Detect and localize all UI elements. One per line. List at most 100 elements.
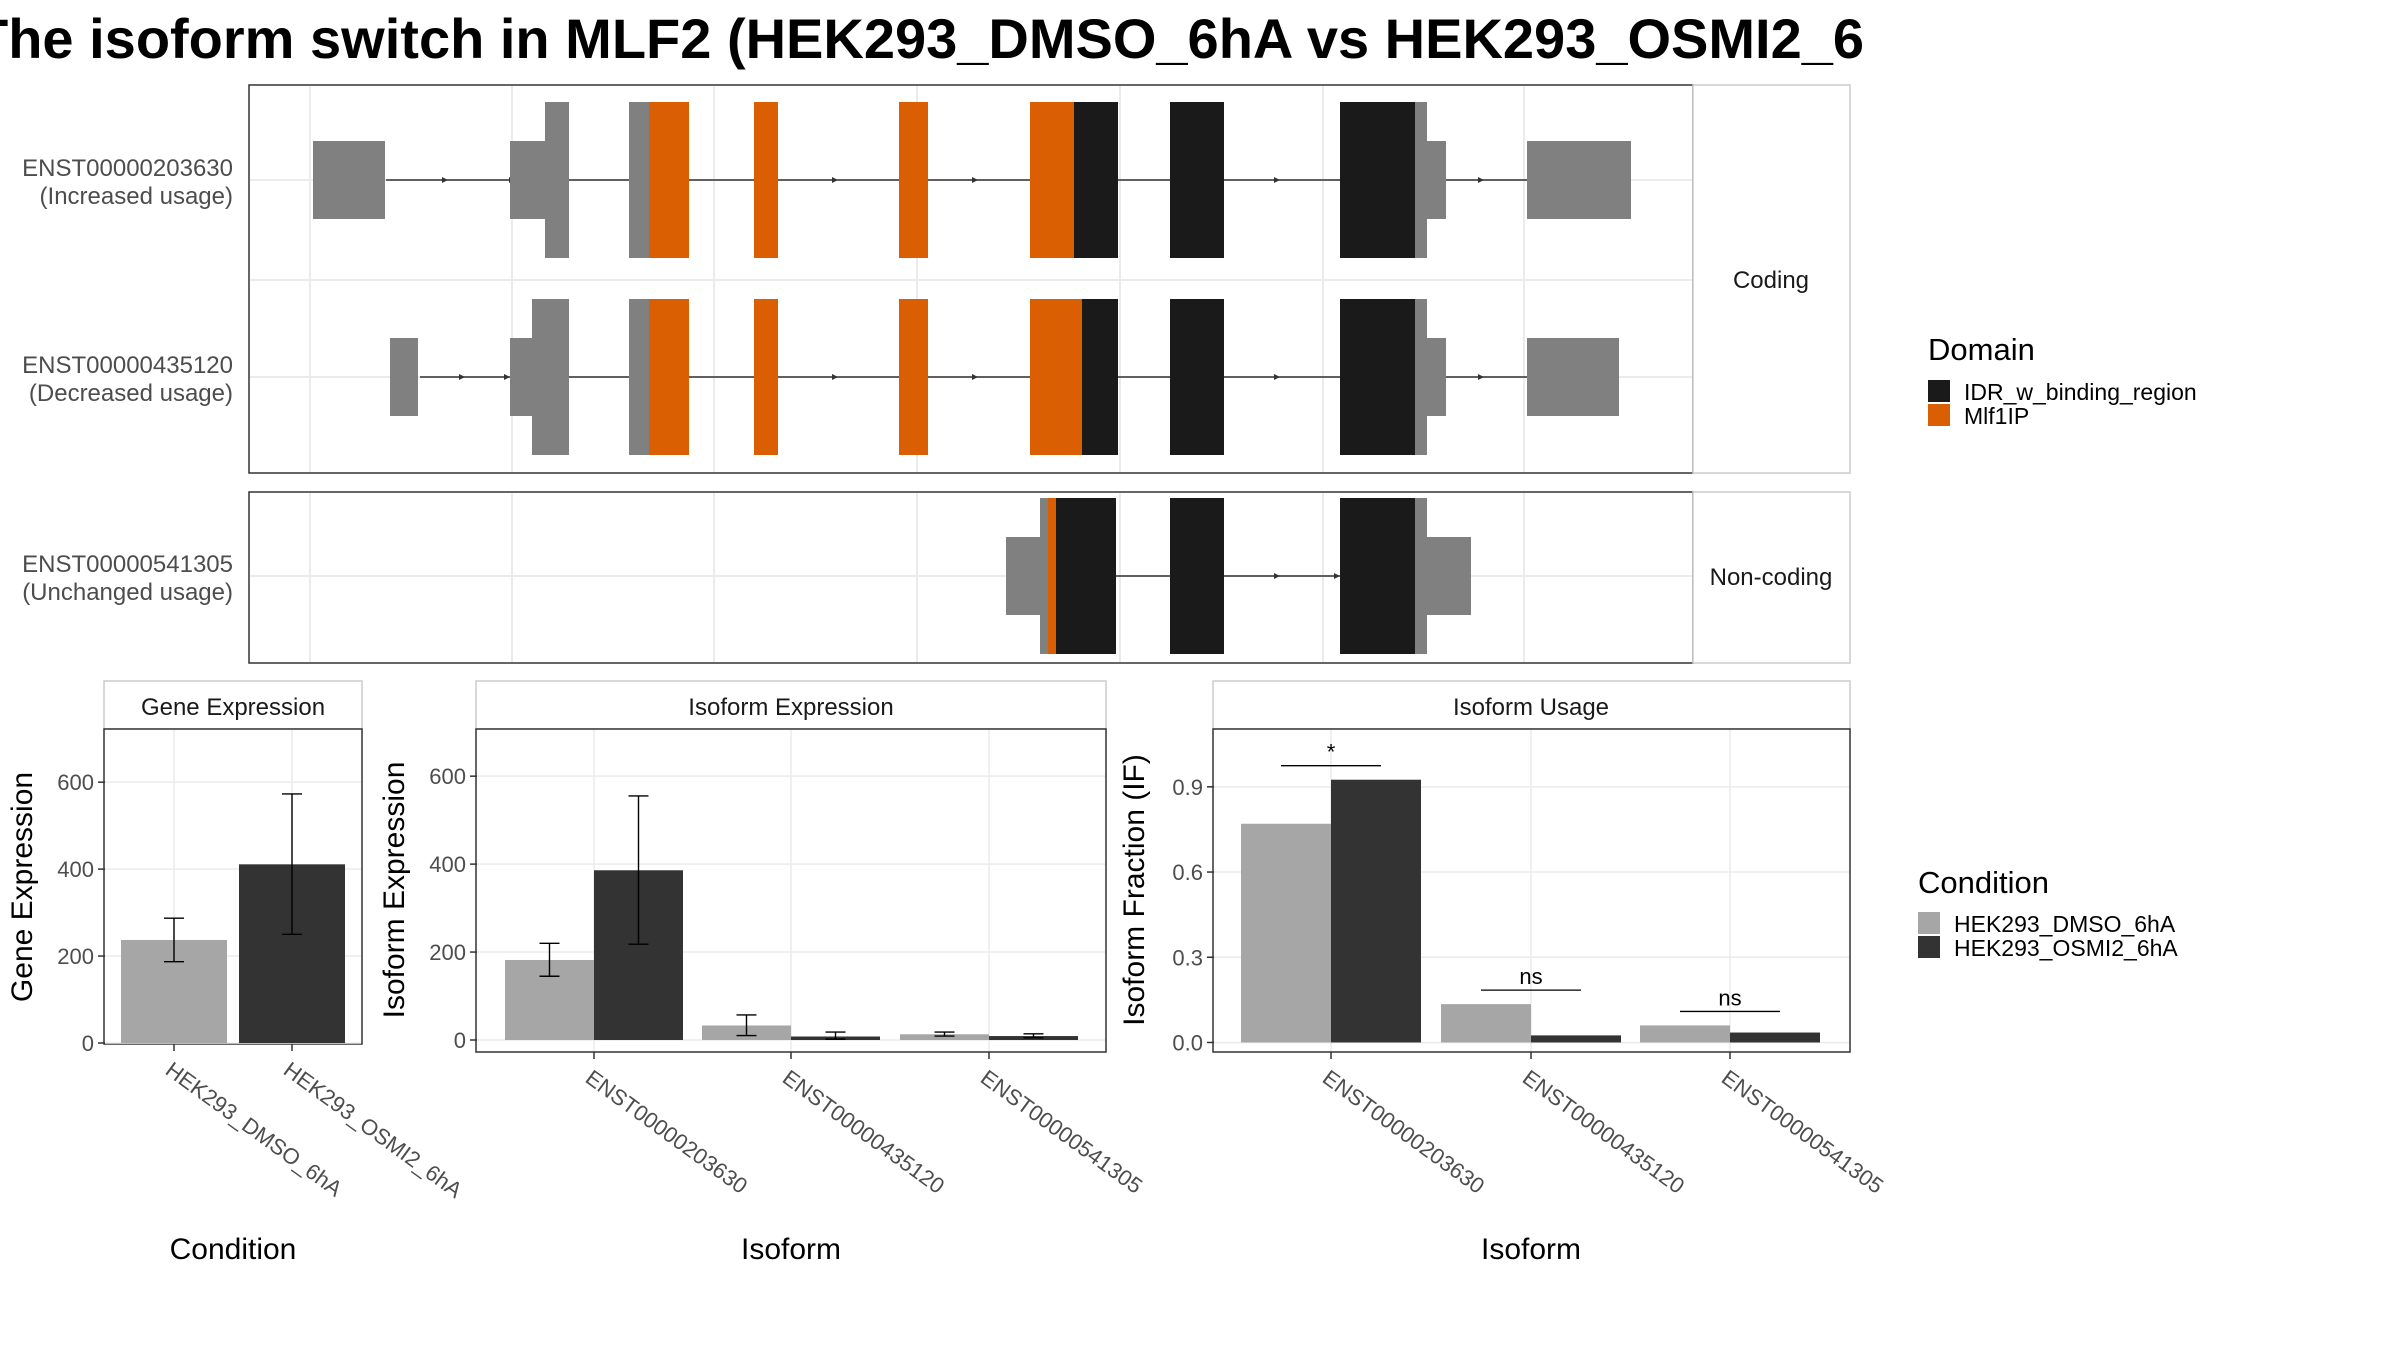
exon-cds xyxy=(1082,299,1118,455)
isoform-expression-ylabel: Isoform Expression xyxy=(378,762,411,1019)
transcript-structure-plot: Coding Non-coding ENST00000203630 (Incre… xyxy=(22,84,1851,664)
isoform-expression-xtick-label: ENST00000541305 xyxy=(976,1065,1147,1199)
gene-expression-ytick-label: 0 xyxy=(82,1031,94,1056)
isoform-usage-bar xyxy=(1730,1032,1820,1043)
isoform-expression-ytick-label: 600 xyxy=(429,764,466,789)
exon-cds xyxy=(754,102,778,258)
legend-label-dmso: HEK293_DMSO_6hA xyxy=(1954,911,2176,937)
exon-utr xyxy=(1006,537,1040,615)
transcript-note-1: (Increased usage) xyxy=(40,183,233,210)
exon-cds xyxy=(1030,102,1074,258)
transcript-label-1: ENST00000203630 xyxy=(22,155,233,182)
intron-arrow xyxy=(1478,177,1484,183)
isoform-expression-xlabel: Isoform xyxy=(741,1233,841,1266)
isoform-usage-ytick-label: 0.3 xyxy=(1172,945,1203,970)
intron-arrow xyxy=(832,374,838,380)
exon-cds xyxy=(1340,102,1415,258)
exon-utr xyxy=(313,141,385,219)
intron-arrow xyxy=(459,374,465,380)
intron-arrow xyxy=(1334,573,1340,579)
isoform-expression-plot: Isoform Expression 0 200 400 600 ENST0000020… xyxy=(378,680,1147,1266)
domain-legend: Domain IDR_w_binding_region Mlf1IP xyxy=(1928,332,2197,429)
isoform-expression-strip-label: Isoform Expression xyxy=(688,694,893,721)
exon-cds xyxy=(1170,498,1224,654)
exon-utr xyxy=(510,338,532,416)
isoform-usage-bar xyxy=(1331,779,1421,1043)
isoform-expression-ytick-label: 0 xyxy=(454,1028,466,1053)
isoform-expression-ytick-label: 400 xyxy=(429,852,466,877)
isoform-usage-strip xyxy=(1212,680,1851,730)
exon-cds xyxy=(1340,498,1415,654)
exon-cds xyxy=(1170,102,1224,258)
intron-arrow xyxy=(1478,374,1484,380)
exon-cds xyxy=(899,299,928,455)
transcript-note-3: (Unchanged usage) xyxy=(22,579,233,606)
exon-utr xyxy=(390,338,418,416)
exon-utr xyxy=(1427,338,1446,416)
isoform-usage-xtick-label: ENST00000541305 xyxy=(1717,1065,1888,1199)
condition-legend-title: Condition xyxy=(1918,865,2049,900)
transcript-label-3: ENST00000541305 xyxy=(22,551,233,578)
intron-arrow xyxy=(972,374,978,380)
isoform-usage-ylabel: Isoform Fraction (IF) xyxy=(1118,754,1151,1026)
significance-label: ns xyxy=(1718,985,1741,1010)
intron-arrow xyxy=(972,177,978,183)
exon-cds xyxy=(1415,498,1427,654)
exon-utr xyxy=(510,141,545,219)
transcript-note-2: (Decreased usage) xyxy=(29,380,233,407)
gene-expression-ylabel: Gene Expression xyxy=(6,772,39,1002)
exon-cds xyxy=(545,102,569,258)
exon-utr xyxy=(1427,537,1471,615)
facet-label-noncoding: Non-coding xyxy=(1710,564,1833,591)
exon-utr xyxy=(1527,141,1631,219)
legend-label-mlf1ip: Mlf1IP xyxy=(1964,403,2029,429)
domain-legend-title: Domain xyxy=(1928,332,2035,367)
exon-cds xyxy=(1048,498,1056,654)
noncoding-panel xyxy=(248,491,1694,664)
isoform-usage-xtick-label: ENST00000435120 xyxy=(1518,1065,1689,1199)
significance-label: * xyxy=(1327,740,1336,765)
exon-cds xyxy=(1040,498,1048,654)
gene-expression-ytick-label: 400 xyxy=(57,857,94,882)
exon-cds xyxy=(754,299,778,455)
exon-cds xyxy=(532,299,569,455)
gene-expression-ytick-label: 600 xyxy=(57,770,94,795)
intron-arrow xyxy=(504,374,510,380)
exon-cds xyxy=(1340,299,1415,455)
isoform-usage-strip-label: Isoform Usage xyxy=(1453,694,1609,721)
legend-label-idr: IDR_w_binding_region xyxy=(1964,379,2197,405)
isoform-usage-bar xyxy=(1241,823,1331,1043)
facet-label-coding: Coding xyxy=(1733,267,1809,294)
legend-swatch-mlf1ip xyxy=(1928,404,1950,426)
noncoding-strip xyxy=(1692,491,1851,664)
isoform-expression-xtick-label: ENST00000203630 xyxy=(581,1065,752,1199)
isoform-expression-ytick-label: 200 xyxy=(429,940,466,965)
exon-cds xyxy=(899,102,928,258)
exon-cds xyxy=(1074,102,1118,258)
isoform-expression-xtick-label: ENST00000435120 xyxy=(778,1065,949,1199)
gene-expression-xlabel: Condition xyxy=(170,1233,297,1266)
legend-label-osmi: HEK293_OSMI2_6hA xyxy=(1954,935,2178,961)
chart-title: The isoform switch in MLF2 (HEK293_DMSO_… xyxy=(0,7,1957,70)
isoform-usage-xlabel: Isoform xyxy=(1481,1233,1581,1266)
legend-swatch-idr xyxy=(1928,380,1950,402)
isoform-usage-bar xyxy=(1441,1004,1531,1043)
exon-cds xyxy=(1415,299,1427,455)
exon-utr xyxy=(1527,338,1619,416)
isoform-expression-bar xyxy=(900,1034,989,1041)
intron-arrow xyxy=(442,177,448,183)
isoform-usage-ytick-label: 0.6 xyxy=(1172,860,1203,885)
isoform-usage-ytick-label: 0.0 xyxy=(1172,1030,1203,1055)
gene-expression-ytick-label: 200 xyxy=(57,944,94,969)
intron-arrow xyxy=(1274,177,1280,183)
gene-expression-strip-label: Gene Expression xyxy=(141,694,325,721)
exon-cds xyxy=(629,299,649,455)
exon-cds xyxy=(1030,299,1082,455)
intron-arrow xyxy=(1274,573,1280,579)
intron-arrow xyxy=(832,177,838,183)
isoform-usage-plot: Isoform Usage 0.0 0.3 0.6 0.9 * ENST000002036… xyxy=(1118,680,1888,1266)
coding-strip xyxy=(1692,84,1851,474)
isoform-usage-bar xyxy=(1640,1025,1730,1043)
transcript-label-2: ENST00000435120 xyxy=(22,352,233,379)
